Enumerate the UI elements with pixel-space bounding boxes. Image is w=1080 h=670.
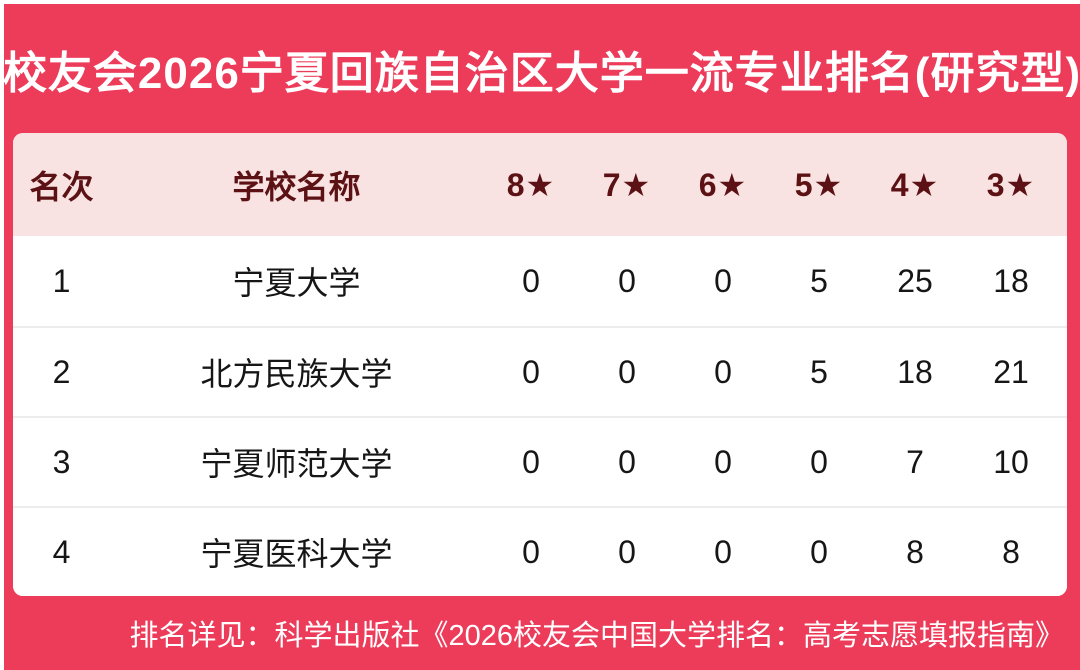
star5-count-cell: 5 [810,262,828,299]
table-row: 1 宁夏大学 0 0 0 5 25 18 [13,236,1067,326]
footer-band: 排名详见：科学出版社《2026校友会中国大学排名：高考志愿填报指南》 [4,596,1080,670]
star7-count-cell: 0 [618,443,636,480]
footer-source-note: 排名详见：科学出版社《2026校友会中国大学排名：高考志愿填报指南》 [129,620,1064,652]
star5-count-cell: 5 [810,353,828,390]
rank-cell: 4 [52,533,71,570]
star4-count-cell: 7 [906,443,924,480]
rank-cell: 2 [52,353,71,390]
star5-count-cell: 0 [810,443,828,480]
header-cell-school: 学校名称 [232,168,361,205]
star7-count-cell: 0 [618,262,636,299]
school-cell: 北方民族大学 [200,356,393,392]
school-cell: 宁夏师范大学 [200,446,393,482]
ranking-table: 名次 学校名称 8★ 7★ 6★ 5★ 4★ 3★ 1 宁夏大学 0 0 0 5… [13,133,1067,596]
header-cell-rank: 名次 [29,168,94,205]
table-row: 4 宁夏医科大学 0 0 0 0 8 8 [13,506,1067,596]
star3-count-cell: 8 [1002,533,1020,570]
star3-count-cell: 18 [993,262,1029,299]
table-header-row: 名次 学校名称 8★ 7★ 6★ 5★ 4★ 3★ [13,133,1067,236]
ranking-poster: 校友会2026宁夏回族自治区大学一流专业排名(研究型) 名次 学校名称 8★ 7… [2,4,1080,670]
star4-count-cell: 8 [906,533,924,570]
school-cell: 宁夏大学 [232,265,361,301]
header-cell-3star: 3★ [986,166,1036,203]
header-cell-5star: 5★ [794,166,844,203]
table-row: 3 宁夏师范大学 0 0 0 0 7 10 [13,416,1067,506]
rank-cell: 1 [52,262,71,299]
rank-cell: 3 [52,443,71,480]
star3-count-cell: 10 [993,443,1029,480]
header-cell-6star: 6★ [698,166,748,203]
star8-count-cell: 0 [522,533,540,570]
star8-count-cell: 0 [522,443,540,480]
header-cell-8star: 8★ [506,166,556,203]
star6-count-cell: 0 [714,443,732,480]
star7-count-cell: 0 [618,533,636,570]
page-title: 校友会2026宁夏回族自治区大学一流专业排名(研究型) [2,48,1080,98]
star4-count-cell: 25 [897,262,933,299]
table-row: 2 北方民族大学 0 0 0 5 18 21 [13,326,1067,416]
header-cell-4star: 4★ [890,166,940,203]
star5-count-cell: 0 [810,533,828,570]
star6-count-cell: 0 [714,533,732,570]
star8-count-cell: 0 [522,353,540,390]
star7-count-cell: 0 [618,353,636,390]
header-cell-7star: 7★ [602,166,652,203]
school-cell: 宁夏医科大学 [200,536,393,572]
star8-count-cell: 0 [522,262,540,299]
star6-count-cell: 0 [714,262,732,299]
title-band: 校友会2026宁夏回族自治区大学一流专业排名(研究型) [2,4,1080,133]
star4-count-cell: 18 [897,353,933,390]
star6-count-cell: 0 [714,353,732,390]
star3-count-cell: 21 [993,353,1029,390]
